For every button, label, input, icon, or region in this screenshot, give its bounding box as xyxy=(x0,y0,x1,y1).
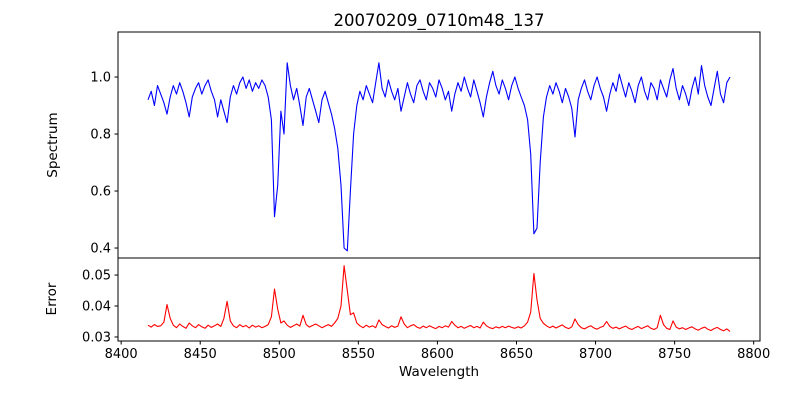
y-tick-label: 0.05 xyxy=(82,269,111,284)
axes-frame xyxy=(117,31,761,259)
y-tick-label: 0.03 xyxy=(82,330,111,345)
y-tick-label: 0.6 xyxy=(90,185,111,200)
x-tick-label: 8750 xyxy=(658,347,691,362)
y-tick-label: 0.8 xyxy=(90,128,111,143)
x-axis-label: Wavelength xyxy=(398,364,480,380)
axes-frame xyxy=(117,257,761,342)
x-tick-label: 8400 xyxy=(105,347,138,362)
spectrum-line xyxy=(147,62,731,252)
x-tick-label: 8600 xyxy=(421,347,454,362)
chart-title: 20070209_0710m48_137 xyxy=(333,11,545,30)
x-tick-label: 8650 xyxy=(500,347,533,362)
x-tick-label: 8700 xyxy=(579,347,612,362)
x-tick-label: 8500 xyxy=(263,347,296,362)
y-tick-label: 0.4 xyxy=(90,242,111,257)
x-tick-label: 8800 xyxy=(737,347,770,362)
x-tick-label: 8450 xyxy=(184,347,217,362)
x-tick-label: 8550 xyxy=(342,347,375,362)
y-tick-label: 1.0 xyxy=(90,71,111,86)
y-tick-label: 0.04 xyxy=(82,300,111,315)
error-line xyxy=(147,265,731,332)
